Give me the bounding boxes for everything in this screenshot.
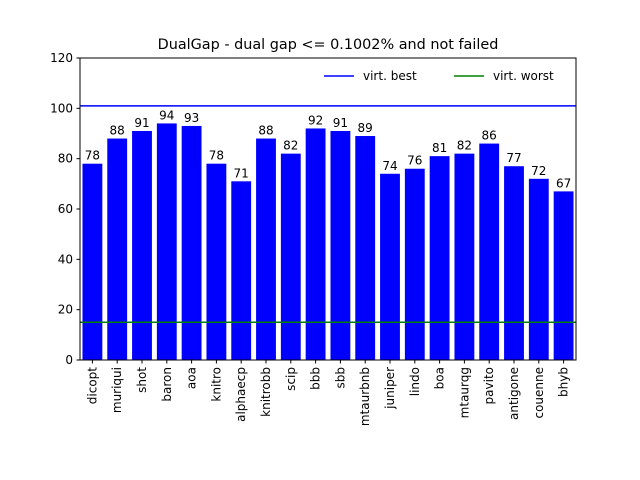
x-tick-label: scip xyxy=(284,367,298,391)
y-tick-label: 120 xyxy=(50,51,73,65)
reference-lines-group xyxy=(80,105,576,323)
bar-value-label: 78 xyxy=(209,149,224,163)
bar-value-label: 74 xyxy=(382,159,397,173)
bars-group: 78 88 91 94 93 78 71 88 82 92 91 89 74 76 81 82 86 77 72 67 xyxy=(82,108,574,360)
bar-mtaurbnb xyxy=(355,136,376,360)
x-axis: dicopt muriqui shot baron aoa knitro alphaecp k… xyxy=(85,360,571,426)
bar-sbb xyxy=(330,130,351,360)
bar-couenne xyxy=(528,178,549,360)
x-tick-label: mtaurbnb xyxy=(358,367,372,426)
bar-lindo xyxy=(404,168,425,360)
bar-value-label: 92 xyxy=(308,113,323,127)
bar-value-label: 86 xyxy=(482,129,497,143)
bar-value-label: 91 xyxy=(333,116,348,130)
y-axis: 0 20 40 60 80 100 120 xyxy=(50,51,80,367)
x-tick-label: couenne xyxy=(532,367,546,419)
bar-bhyb xyxy=(553,191,574,360)
bar-value-label: 71 xyxy=(234,166,249,180)
x-tick-label: bhyb xyxy=(557,367,571,397)
x-tick-label: sbb xyxy=(333,367,347,389)
legend-label: virt. best xyxy=(363,69,417,83)
bar-value-label: 82 xyxy=(457,139,472,153)
x-tick-label: knitrobb xyxy=(259,367,273,417)
bar-bbb xyxy=(305,128,326,360)
bar-shot xyxy=(132,130,152,360)
bar-value-label: 93 xyxy=(184,111,199,125)
x-tick-label: pavito xyxy=(482,367,496,404)
bar-value-label: 72 xyxy=(531,164,546,178)
legend-label: virt. worst xyxy=(493,69,554,83)
x-tick-label: boa xyxy=(433,367,447,389)
bar-value-label: 76 xyxy=(407,154,422,168)
bar-mtaurqg xyxy=(454,153,475,360)
bar-value-label: 82 xyxy=(283,139,298,153)
bar-knitro xyxy=(206,163,227,360)
bar-pavito xyxy=(479,143,500,360)
x-tick-label: mtaurqg xyxy=(457,367,471,418)
y-tick-label: 60 xyxy=(58,202,73,216)
x-tick-label: shot xyxy=(135,367,149,393)
bar-value-label: 81 xyxy=(432,141,447,155)
bar-value-label: 67 xyxy=(556,176,571,190)
x-tick-label: antigone xyxy=(507,367,521,420)
bar-value-label: 94 xyxy=(159,108,174,122)
plot-frame xyxy=(79,57,577,361)
y-tick-label: 0 xyxy=(65,353,73,367)
bar-knitrobb xyxy=(256,138,276,360)
bar-dicopt xyxy=(82,163,103,360)
legend: virt. best virt. worst xyxy=(324,69,554,83)
bar-value-label: 78 xyxy=(85,149,100,163)
bar-alphaecp xyxy=(231,181,252,360)
x-tick-label: knitro xyxy=(209,367,223,402)
bar-value-label: 77 xyxy=(506,151,521,165)
x-tick-label: aoa xyxy=(185,367,199,389)
bar-boa xyxy=(429,156,450,360)
chart-title: DualGap - dual gap <= 0.1002% and not fa… xyxy=(158,37,499,53)
bar-antigone xyxy=(504,166,524,360)
x-tick-label: muriqui xyxy=(110,367,124,413)
bar-value-label: 91 xyxy=(134,116,149,130)
bar-muriqui xyxy=(107,138,128,360)
x-tick-label: bbb xyxy=(309,367,323,390)
x-tick-label: dicopt xyxy=(85,367,99,405)
x-tick-label: baron xyxy=(160,367,174,402)
y-tick-label: 20 xyxy=(58,303,73,317)
bar-value-label: 88 xyxy=(258,124,273,138)
bar-aoa xyxy=(181,125,202,360)
bar-value-label: 89 xyxy=(358,121,373,135)
bar-value-label: 88 xyxy=(110,124,125,138)
y-tick-label: 100 xyxy=(50,101,73,115)
x-tick-label: alphaecp xyxy=(234,367,248,422)
bar-scip xyxy=(280,153,301,360)
y-tick-label: 40 xyxy=(58,252,73,266)
x-tick-label: lindo xyxy=(408,367,422,396)
x-tick-label: juniper xyxy=(383,367,397,410)
bar-baron xyxy=(156,123,177,360)
bar-juniper xyxy=(380,173,400,360)
y-tick-label: 80 xyxy=(58,152,73,166)
